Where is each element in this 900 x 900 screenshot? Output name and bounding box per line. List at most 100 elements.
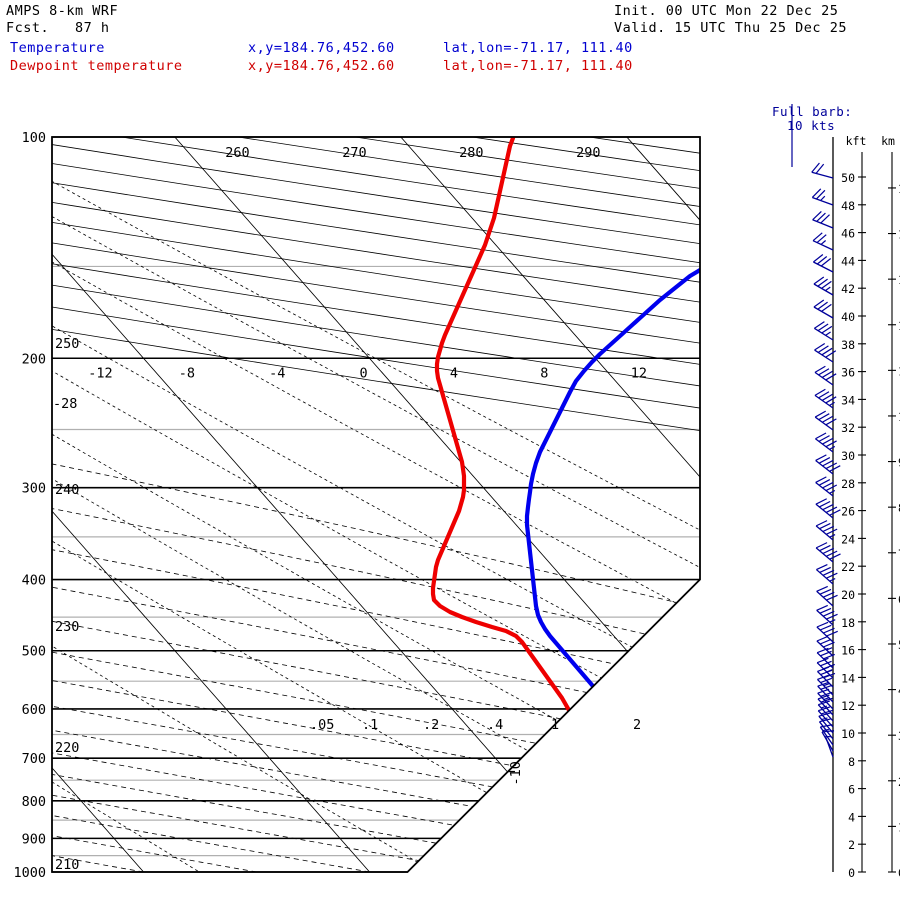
wind-barb [815, 498, 841, 519]
axis-tick-label: -12 [88, 365, 112, 381]
model-title: AMPS 8-km WRF [6, 3, 119, 19]
axis-tick-label: 2 [633, 717, 641, 733]
axis-tick-label: -10 [508, 761, 524, 785]
axis-tick-label: 9. [898, 456, 900, 470]
dewpoint-latlon: lat,lon=-71.17, 111.40 [443, 58, 633, 74]
valid-time: Valid. 15 UTC Thu 25 Dec 25 [614, 20, 847, 36]
axis-tick-label: 400 [22, 573, 46, 589]
axis-tick-label: 2. [898, 775, 900, 789]
axis-tick-label: 700 [22, 751, 46, 767]
wind-barb [815, 432, 837, 453]
dry-adiabat-group [52, 137, 700, 557]
wind-barb [818, 712, 834, 734]
axis-tick-label: 600 [22, 702, 46, 718]
wind-barb [814, 365, 837, 386]
axis-tick-label: 6. [898, 592, 900, 606]
wind-barb [815, 563, 838, 585]
axis-tick-label: 24 [841, 532, 855, 546]
wind-barb [819, 724, 834, 746]
axis-tick-label: 290 [576, 145, 600, 161]
axis-tick-label: 1000 [13, 865, 46, 881]
axis-tick-label: 20 [841, 588, 855, 602]
wind-barb [824, 735, 834, 758]
full-barb-label-line2: 10 kts [787, 118, 836, 133]
axis-tick-label: 22 [841, 560, 855, 574]
axis-tick-label: 4. [898, 684, 900, 698]
axis-tick-label: 50 [841, 171, 855, 185]
wind-barb [812, 210, 834, 229]
axis-tick-label: 4 [848, 810, 855, 824]
axis-tick-label: 12 [631, 365, 647, 381]
axis-tick-label: 8 [848, 755, 855, 769]
wind-barb [815, 454, 841, 475]
axis-tick-label: -4 [269, 365, 285, 381]
axis-tick-label: 270 [342, 145, 366, 161]
axis-tick-label: -28 [53, 396, 77, 412]
axis-tick-label: 42 [841, 282, 855, 296]
axis-tick-label: 280 [459, 145, 483, 161]
wind-barb [816, 604, 838, 626]
axis-tick-label: 10 [841, 727, 855, 741]
axis-tick-label: 12 [841, 699, 855, 713]
axis-tick-label: 0 [848, 866, 855, 880]
axis-tick-label: kft [846, 134, 867, 148]
axis-tick-label: .05 [310, 717, 334, 733]
axis-tick-label: km [881, 134, 895, 148]
axis-tick-label: 10. [898, 410, 900, 424]
axis-tick-label: 3. [898, 729, 900, 743]
axis-tick-label: 2 [848, 838, 855, 852]
axis-tick-label: .4 [487, 717, 503, 733]
wind-barb [813, 254, 834, 273]
axis-tick-label: .2 [423, 717, 439, 733]
axis-tick-label: 6 [848, 783, 855, 797]
isobar-group [52, 136, 700, 873]
wind-barb [816, 635, 835, 657]
wind-barb [815, 520, 838, 541]
wind-barb [821, 730, 835, 752]
axis-tick-label: 15. [898, 182, 900, 196]
axis-tick-label: 100 [22, 130, 46, 146]
init-time: Init. 00 UTC Mon 22 Dec 25 [614, 3, 839, 19]
plot-frame [51, 136, 701, 873]
plot-label-group: 100 200 300 400 500 600 700 800 900 1000 -10 260 270… [13, 130, 646, 881]
axis-tick-label: 200 [22, 351, 46, 367]
axis-tick-label: 210 [55, 857, 79, 873]
axis-tick-label: 13. [898, 273, 900, 287]
axis-tick-label: 800 [22, 794, 46, 810]
axis-tick-label: 230 [55, 619, 79, 635]
wind-barb [812, 232, 834, 251]
axis-tick-label: 5. [898, 638, 900, 652]
axis-tick-label: 300 [22, 481, 46, 497]
wind-barb [814, 388, 837, 409]
dewpoint-legend-label: Dewpoint temperature [10, 58, 183, 74]
axis-tick-label: 7. [898, 547, 900, 561]
axis-tick-label: 11. [898, 364, 900, 378]
temperature-latlon: lat,lon=-71.17, 111.40 [443, 40, 633, 56]
wind-barb [811, 188, 834, 206]
wind-barb [816, 585, 838, 607]
axis-tick-label: 34 [841, 393, 855, 407]
axis-tick-label: 240 [55, 482, 79, 498]
mixing-ratio-group [52, 137, 700, 872]
axis-tick-label: 44 [841, 254, 855, 268]
axis-tick-label: 28 [841, 477, 855, 491]
wind-barb [814, 410, 837, 431]
wind-barb [815, 476, 838, 497]
axis-tick-label: 18 [841, 616, 855, 630]
axis-tick-label: 220 [55, 740, 79, 756]
full-barb-label-line1: Full barb: [772, 104, 853, 119]
wind-barb [813, 321, 834, 341]
axis-tick-label: 4 [450, 365, 458, 381]
wind-barb [811, 162, 834, 179]
axis-tick-label: 32 [841, 421, 855, 435]
axis-tick-label: 38 [841, 338, 855, 352]
axis-tick-label: 500 [22, 644, 46, 660]
wind-barb [813, 276, 834, 296]
temperature-xy: x,y=184.76,452.60 [248, 40, 395, 56]
axis-tick-label: 0 [360, 365, 368, 381]
forecast-hour: Fcst. 87 h [6, 20, 110, 36]
dewpoint-xy: x,y=184.76,452.60 [248, 58, 395, 74]
axis-tick-label: 16 [841, 644, 855, 658]
